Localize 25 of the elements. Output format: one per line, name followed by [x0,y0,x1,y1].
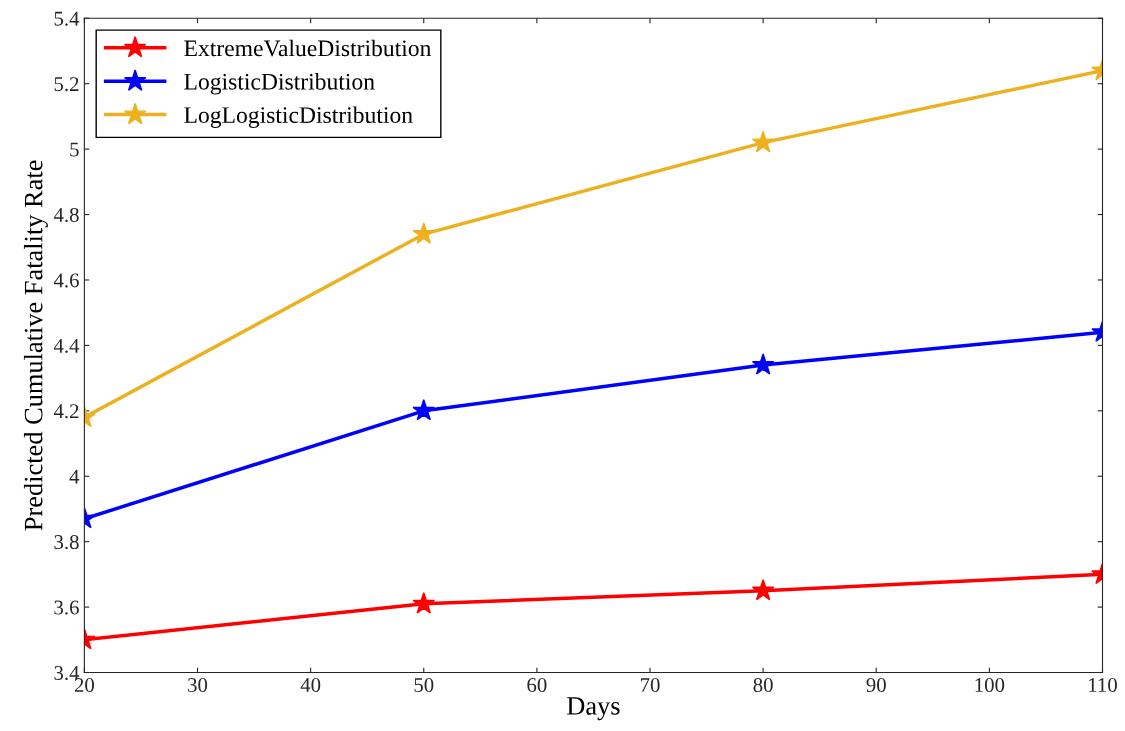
y-tick-label: 4.2 [53,404,79,419]
y-tick-label: 3.6 [54,600,79,615]
y-tick-label: 4.6 [53,273,79,288]
x-axis-title: Days [567,697,620,721]
x-tick-label: 20 [74,677,94,693]
x-tick-label: 80 [753,677,773,693]
x-tick-label: 70 [640,677,660,693]
y-axis-title: Predicted Cumulative Fatality Rate [23,160,48,531]
x-tick-label: 100 [975,677,1005,693]
x-tick-label: 110 [1089,677,1117,693]
y-tick-label: 5.2 [54,77,79,92]
legend-label: LogLogisticDistribution [184,106,413,128]
x-tick-label: 50 [414,677,434,693]
legend-label: ExtremeValueDistribution [184,39,432,57]
x-tick-label: 60 [527,677,547,693]
x-tick-label: 40 [300,677,321,693]
y-tick-label: 4 [69,469,80,484]
y-tick-label: 5.4 [54,11,80,26]
legend-label: LogisticDistribution [184,73,375,95]
y-tick-label: 4.8 [53,207,79,223]
x-tick-label: 90 [866,677,886,693]
x-tick-label: 30 [188,677,208,693]
y-tick-label: 4.4 [53,338,80,353]
y-tick-label: 5 [70,142,79,157]
y-tick-label: 3.8 [54,535,79,550]
